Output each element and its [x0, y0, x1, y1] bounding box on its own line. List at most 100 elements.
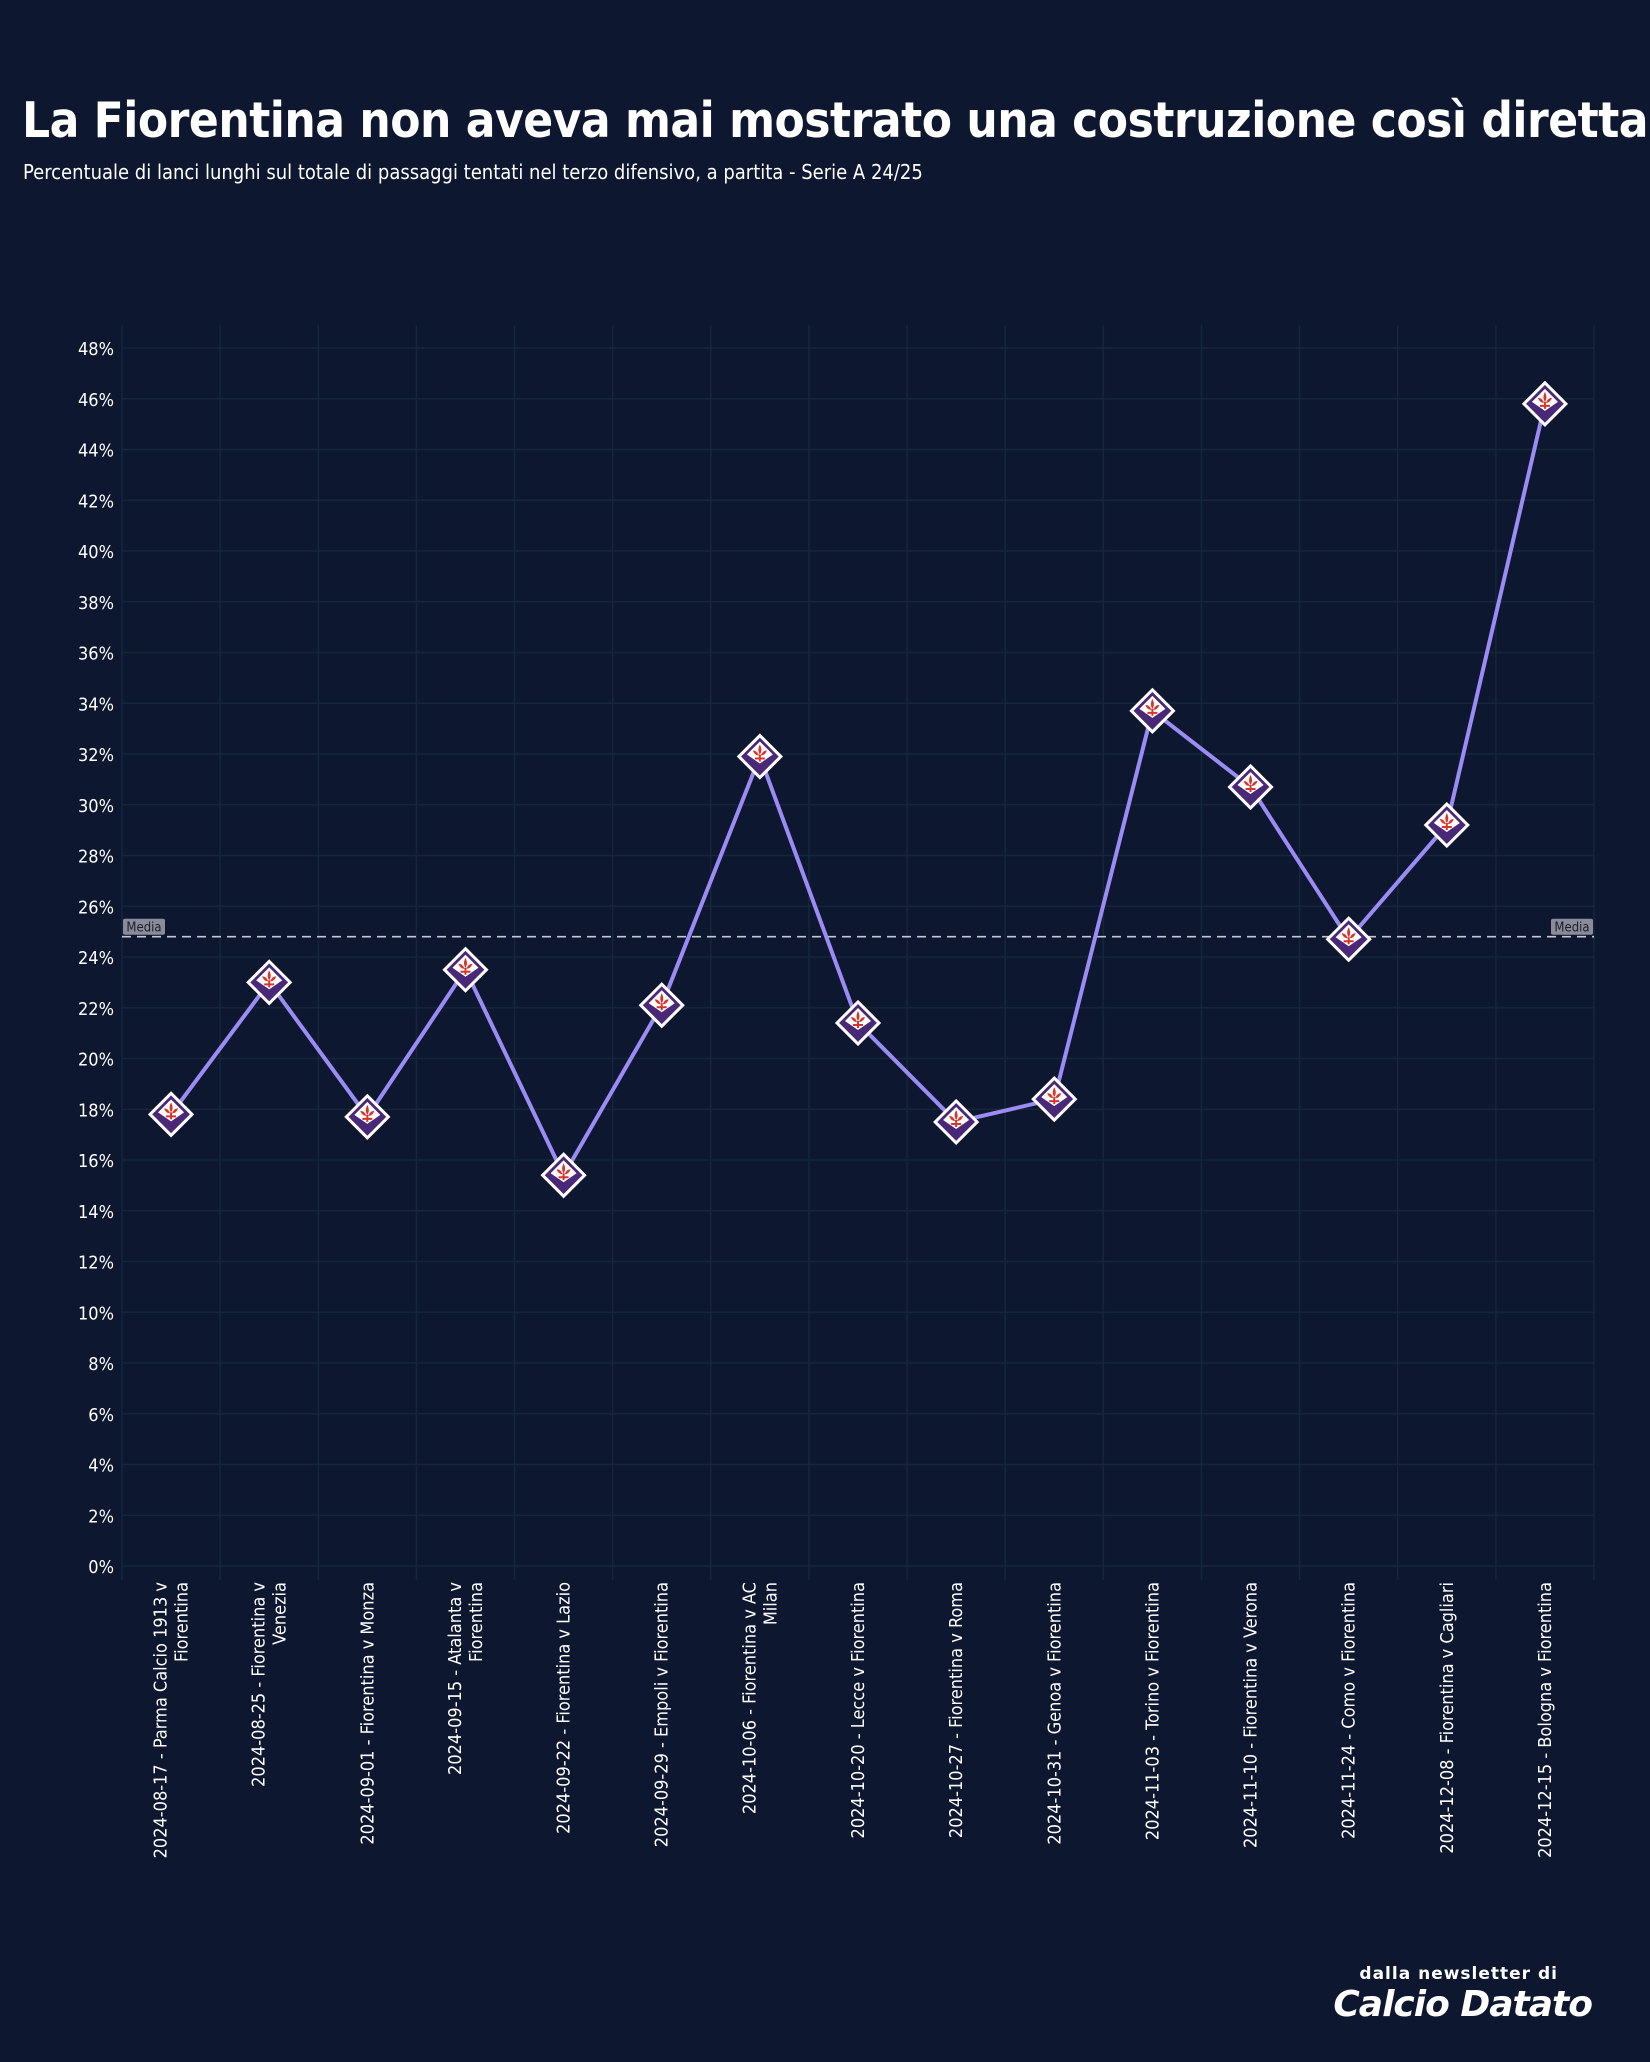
- x-tick-label: 2024-09-22 - Fiorentina v Lazio: [554, 1582, 575, 1834]
- lily-icon: [1341, 927, 1356, 945]
- footer-newsletter-label: dalla newsletter di: [1359, 1964, 1558, 1984]
- x-tick-label-line: 2024-12-08 - Fiorentina v Cagliari: [1437, 1582, 1458, 1854]
- x-axis: 2024-08-17 - Parma Calcio 1913 v Fiorenti…: [151, 1582, 1556, 1859]
- fiorentina-badge-icon: [442, 946, 489, 993]
- fiorentina-badge-icon: [246, 959, 293, 1006]
- y-tick-label: 42%: [78, 491, 114, 512]
- average-label-right: Media: [1551, 918, 1593, 936]
- x-tick-label-line: 2024-09-01 - Fiorentina v Monza: [357, 1582, 378, 1845]
- x-tick-label: 2024-11-03 - Torino v Fiorentina: [1142, 1582, 1163, 1840]
- footer-brand-logo: Calcio Datato: [1333, 1984, 1593, 2025]
- fiorentina-badge-icon: [1227, 763, 1274, 811]
- average-label-text: Media: [1554, 921, 1589, 936]
- y-tick-label: 22%: [78, 999, 114, 1020]
- y-tick-label: 14%: [78, 1202, 114, 1223]
- x-tick-label: 2024-08-25 - Fiorentina v Venezia: [249, 1582, 291, 1787]
- lily-icon: [752, 744, 767, 762]
- average-label-box: [123, 918, 165, 935]
- x-tick-label-line: 2024-10-06 - Fiorentina v AC: [739, 1582, 760, 1814]
- y-tick-label: 4%: [88, 1456, 114, 1477]
- x-tick-label: 2024-10-27 - Fiorentina v Roma: [946, 1582, 967, 1838]
- lily-icon: [1439, 813, 1454, 831]
- x-tick-label-line: 2024-10-31 - Genoa v Fiorentina: [1044, 1582, 1065, 1845]
- fiorentina-badge-icon: [834, 999, 882, 1047]
- x-tick-label: 2024-09-15 - Atalanta v Fiorentina: [445, 1582, 487, 1775]
- x-tick-label: 2024-10-20 - Lecce v Fiorentina: [848, 1582, 869, 1838]
- lily-icon: [556, 1163, 571, 1181]
- fiorentina-badge-icon: [540, 1152, 587, 1199]
- fiorentina-badge-icon: [147, 1091, 195, 1138]
- y-axis: 0% 2% 4% 6% 8% 10% 12% 14% 16% 18% 20% 22% 24% 26% 28%…: [78, 339, 114, 1578]
- x-tick-label: 2024-09-01 - Fiorentina v Monza: [357, 1582, 378, 1845]
- y-tick-label: 38%: [78, 593, 114, 614]
- y-tick-label: 26%: [78, 897, 114, 918]
- y-tick-label: 10%: [78, 1303, 114, 1324]
- x-tick-label-line: Milan: [760, 1582, 781, 1625]
- average-label-left: Media: [123, 918, 165, 936]
- fiorentina-badge-icon: [736, 733, 783, 780]
- y-tick-label: 12%: [78, 1253, 114, 1274]
- x-tick-label-line: 2024-08-25 - Fiorentina v: [249, 1582, 270, 1787]
- y-tick-label: 30%: [78, 796, 114, 817]
- y-tick-label: 44%: [78, 441, 114, 462]
- y-tick-label: 48%: [78, 339, 114, 360]
- lily-icon: [654, 993, 669, 1011]
- average-label-box: [1551, 918, 1593, 935]
- x-tick-label-line: 2024-11-10 - Fiorentina v Verona: [1241, 1582, 1262, 1848]
- x-tick-label-line: Fiorentina: [466, 1582, 487, 1662]
- x-tick-label: 2024-11-24 - Como v Fiorentina: [1339, 1582, 1360, 1839]
- fiorentina-badge-icon: [1423, 801, 1470, 849]
- x-tick-label-line: 2024-12-15 - Bologna v Fiorentina: [1535, 1582, 1556, 1858]
- y-tick-label: 28%: [78, 847, 114, 868]
- y-tick-label: 16%: [78, 1151, 114, 1172]
- x-tick-label-line: 2024-09-29 - Empoli v Fiorentina: [652, 1582, 673, 1847]
- y-tick-label: 6%: [88, 1405, 114, 1426]
- y-tick-label: 20%: [78, 1050, 114, 1071]
- x-tick-label-line: Fiorentina: [172, 1582, 193, 1662]
- lily-icon: [164, 1102, 179, 1120]
- y-tick-label: 46%: [78, 390, 114, 411]
- fiorentina-badge-icon: [1325, 916, 1372, 963]
- lily-icon: [458, 957, 473, 975]
- x-tick-label: 2024-08-17 - Parma Calcio 1913 v Fiorenti…: [151, 1582, 193, 1859]
- fiorentina-badge-icon: [1521, 380, 1569, 427]
- series-line-group: [169, 401, 1547, 1178]
- fiorentina-badge-icon: [344, 1093, 391, 1140]
- fiorentina-badge-icon: [1129, 687, 1176, 734]
- y-tick-label: 34%: [78, 694, 114, 715]
- fiorentina-badge-icon: [638, 982, 685, 1029]
- lily-icon: [1047, 1087, 1062, 1105]
- y-tick-label: 18%: [78, 1100, 114, 1121]
- fiorentina-badge-icon: [1031, 1075, 1078, 1123]
- x-tick-label-line: 2024-10-20 - Lecce v Fiorentina: [848, 1582, 869, 1838]
- x-tick-label-line: 2024-11-03 - Torino v Fiorentina: [1142, 1582, 1163, 1840]
- lily-icon: [949, 1109, 964, 1127]
- x-tick-label-line: 2024-08-17 - Parma Calcio 1913 v: [151, 1582, 172, 1859]
- average-line-group: Media Media: [122, 918, 1594, 938]
- x-tick-label-line: 2024-10-27 - Fiorentina v Roma: [946, 1582, 967, 1838]
- average-label-text: Media: [126, 921, 161, 936]
- lily-icon: [1243, 774, 1258, 792]
- series-line: [169, 401, 1547, 1178]
- markers-group: [147, 380, 1569, 1199]
- x-tick-label: 2024-11-10 - Fiorentina v Verona: [1241, 1582, 1262, 1848]
- x-tick-label-line: Venezia: [270, 1582, 291, 1645]
- grid-lines: [121, 325, 1595, 1580]
- x-tick-label: 2024-10-06 - Fiorentina v AC Milan: [739, 1582, 781, 1814]
- x-tick-label-line: 2024-09-22 - Fiorentina v Lazio: [554, 1582, 575, 1834]
- x-tick-label-line: 2024-09-15 - Atalanta v: [445, 1582, 466, 1775]
- lily-icon: [262, 970, 277, 988]
- x-tick-label: 2024-10-31 - Genoa v Fiorentina: [1044, 1582, 1065, 1845]
- y-tick-label: 24%: [78, 948, 114, 969]
- y-tick-label: 2%: [88, 1506, 114, 1527]
- lily-icon: [360, 1104, 375, 1122]
- x-tick-label-line: 2024-11-24 - Como v Fiorentina: [1339, 1582, 1360, 1839]
- lily-icon: [1145, 698, 1160, 716]
- y-tick-label: 36%: [78, 644, 114, 665]
- lily-icon: [851, 1010, 865, 1028]
- y-tick-label: 0%: [88, 1557, 114, 1578]
- chart-title: La Fiorentina non aveva mai mostrato una…: [22, 92, 1649, 149]
- x-tick-label: 2024-09-29 - Empoli v Fiorentina: [652, 1582, 673, 1847]
- fiorentina-badge-icon: [933, 1098, 980, 1146]
